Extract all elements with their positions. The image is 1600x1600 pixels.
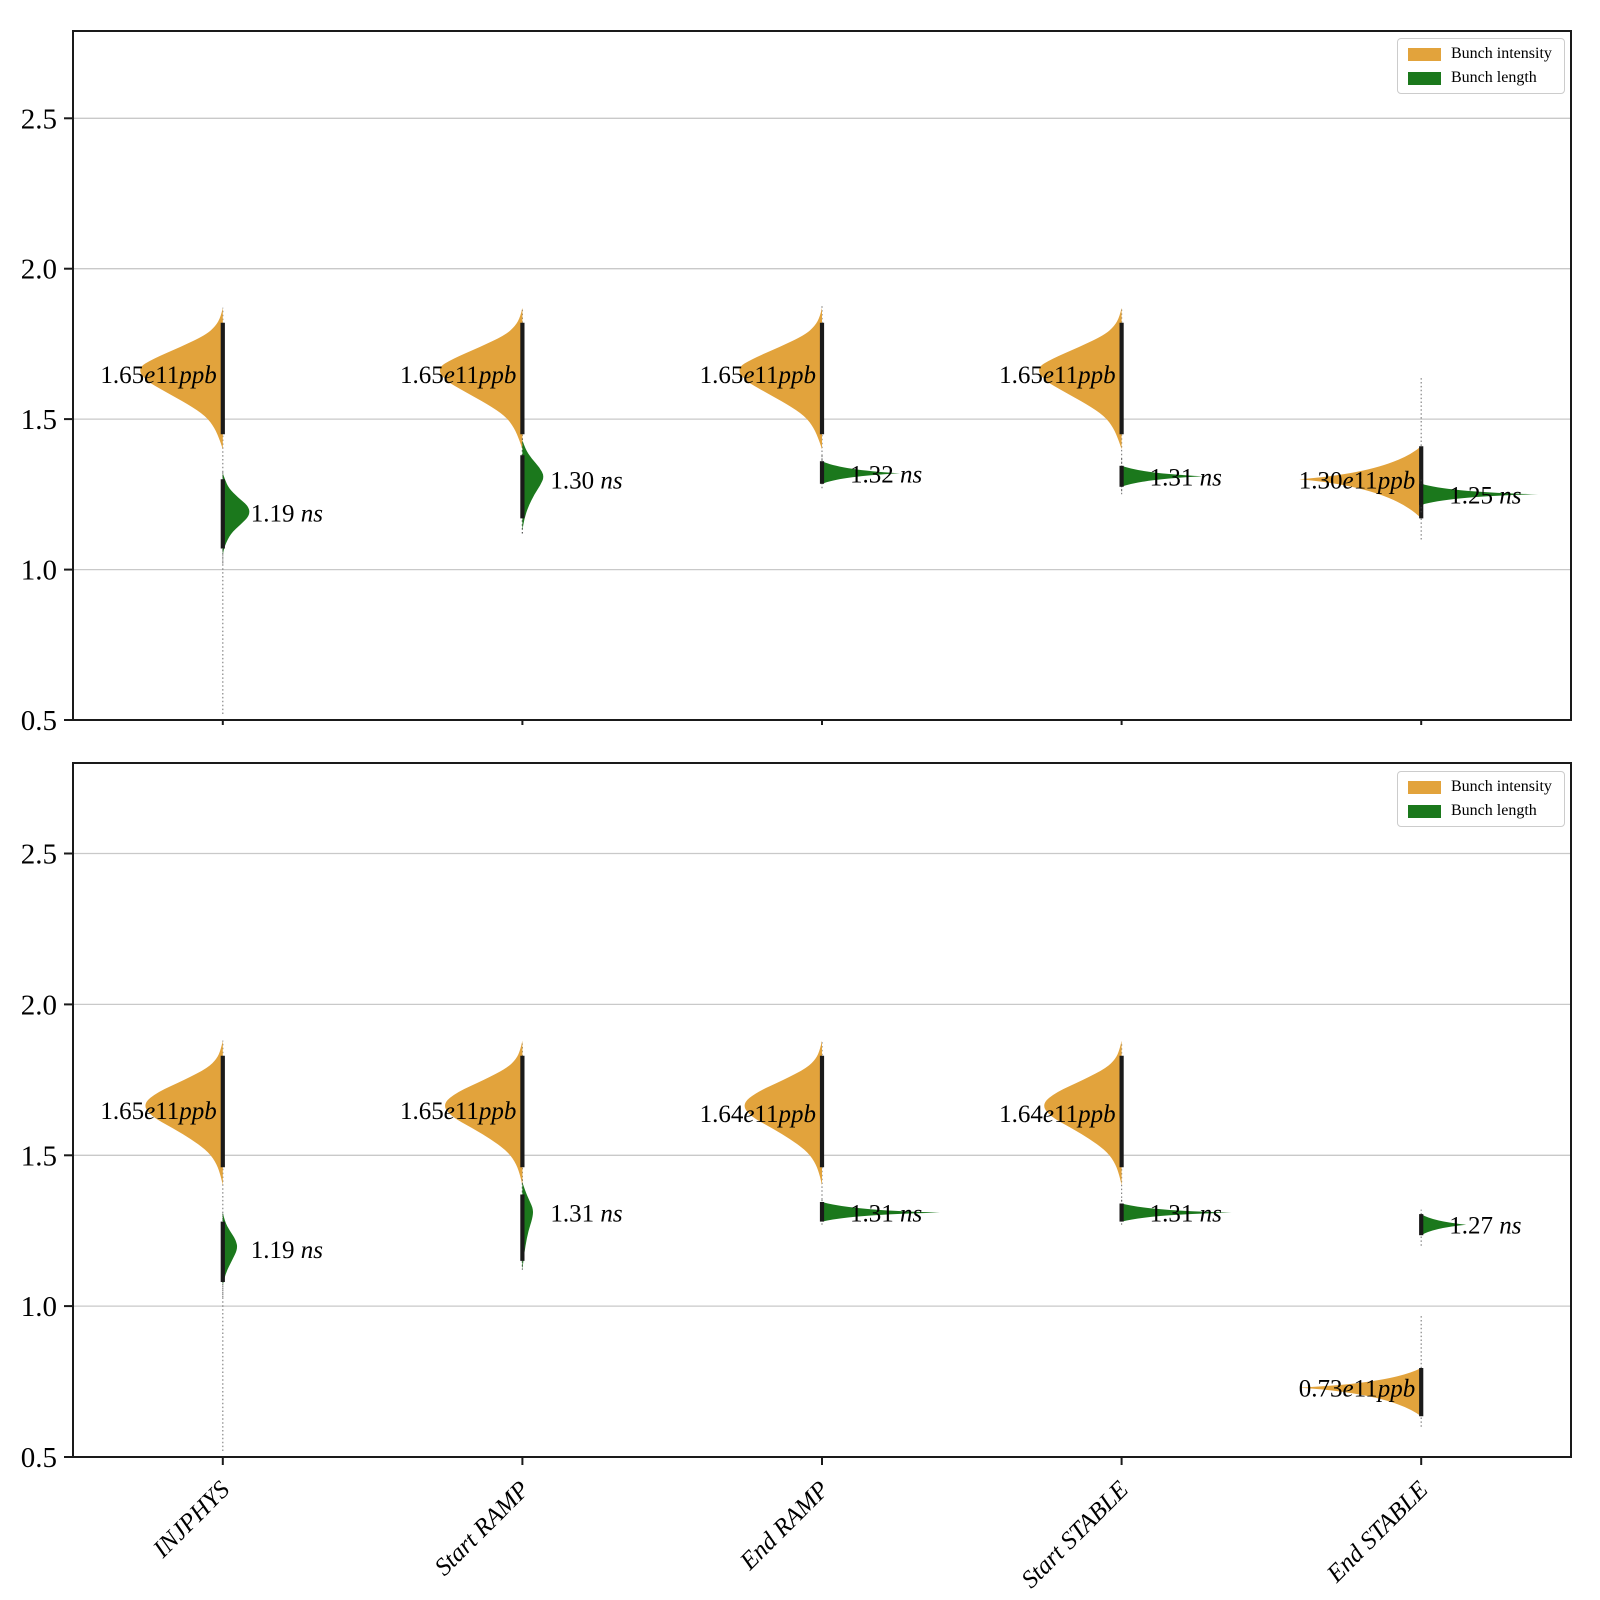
- y-tick-label: 0.5: [21, 705, 57, 737]
- violin-top-INJPHYS-intensity: [140, 307, 223, 450]
- legend-swatch-length: [1408, 804, 1441, 818]
- mean-annotation-bottom-Start-RAMP-intensity: 1.65e11ppb: [400, 1098, 516, 1125]
- violin-bottom-End-STABLE-intensity: [1299, 1368, 1422, 1417]
- legend-swatch-intensity: [1408, 780, 1441, 794]
- violin-group-bottom-Start-RAMP: 1.65e11ppb 1.31 ns: [400, 1040, 623, 1270]
- x-tick-label-End-STABLE: End STABLE: [1321, 1476, 1433, 1588]
- y-tick-label: 2.5: [21, 103, 57, 135]
- mean-annotation-bottom-End-RAMP-length: 1.31 ns: [850, 1201, 922, 1228]
- legend-swatch-intensity: [1408, 47, 1441, 61]
- legend: Bunch intensity Bunch length: [1397, 38, 1565, 94]
- x-tick-label-INJPHYS: INJPHYS: [147, 1476, 235, 1564]
- y-tick-label: 2.0: [21, 989, 57, 1021]
- mean-annotation-top-End-STABLE-length: 1.25 ns: [1449, 482, 1521, 509]
- violin-bottom-End-STABLE-length: [1421, 1214, 1467, 1236]
- violin-group-top-Start-RAMP: 1.65e11ppb 1.30 ns: [400, 307, 623, 534]
- y-tick-label: 2.0: [21, 254, 57, 286]
- violin-bottom-End-RAMP-length: [822, 1202, 940, 1222]
- violin-bottom-Start-STABLE-intensity: [1044, 1040, 1122, 1186]
- mean-annotation-top-Start-RAMP-length: 1.30 ns: [550, 467, 622, 494]
- legend-item: Bunch intensity: [1408, 778, 1554, 796]
- mean-annotation-top-End-STABLE-intensity: 1.30e11ppb: [1299, 467, 1415, 494]
- y-tick-label: 2.5: [21, 839, 57, 871]
- violin-top-Start-STABLE-length: [1121, 465, 1204, 487]
- mean-annotation-bottom-INJPHYS-intensity: 1.65e11ppb: [100, 1098, 216, 1125]
- x-tick-label-Start-STABLE: Start STABLE: [1016, 1476, 1133, 1593]
- x-tick-label-Start-RAMP: Start RAMP: [430, 1476, 535, 1581]
- y-tick-label: 1.0: [21, 555, 57, 587]
- mean-annotation-bottom-Start-STABLE-length: 1.31 ns: [1150, 1201, 1222, 1228]
- y-tick-label: 1.5: [21, 404, 57, 436]
- legend-item: Bunch length: [1408, 802, 1554, 820]
- mean-annotation-bottom-INJPHYS-length: 1.19 ns: [251, 1237, 323, 1264]
- violin-bottom-End-RAMP-intensity: [744, 1040, 822, 1186]
- violin-bottom-Start-RAMP-intensity: [445, 1040, 523, 1186]
- mean-annotation-bottom-End-STABLE-length: 1.27 ns: [1449, 1213, 1521, 1240]
- violin-group-top-INJPHYS: 1.65e11ppb 1.19 ns: [100, 307, 323, 714]
- legend-label: Bunch length: [1451, 802, 1537, 819]
- legend-label: Bunch length: [1451, 69, 1537, 86]
- violin-bottom-Start-RAMP-length: [522, 1182, 533, 1270]
- violin-top-Start-STABLE-intensity: [1038, 307, 1122, 450]
- mean-annotation-bottom-End-RAMP-intensity: 1.64e11ppb: [700, 1101, 816, 1128]
- violin-top-INJPHYS-length: [222, 473, 250, 555]
- legend-label: Bunch intensity: [1451, 45, 1552, 62]
- legend-item: Bunch intensity: [1408, 45, 1554, 63]
- violin-top-Start-RAMP-intensity: [439, 307, 523, 450]
- mean-annotation-top-Start-STABLE-length: 1.31 ns: [1150, 464, 1222, 491]
- violin-group-bottom-End-STABLE: 0.73e11ppb 1.27 ns: [1299, 1209, 1521, 1427]
- violin-top-End-STABLE-length: [1421, 483, 1539, 505]
- violin-group-top-Start-STABLE: 1.65e11ppb 1.31 ns: [999, 307, 1222, 495]
- x-tick-label-End-RAMP: End RAMP: [734, 1476, 834, 1576]
- violin-group-bottom-Start-STABLE: 1.64e11ppb 1.31 ns: [999, 1040, 1232, 1228]
- y-tick-label: 0.5: [21, 1442, 57, 1474]
- violin-group-bottom-INJPHYS: 1.65e11ppb 1.19 ns: [100, 1040, 323, 1451]
- mean-annotation-top-End-RAMP-intensity: 1.65e11ppb: [700, 362, 816, 389]
- mean-annotation-top-Start-RAMP-intensity: 1.65e11ppb: [400, 362, 516, 389]
- mean-annotation-top-End-RAMP-length: 1.32 ns: [850, 461, 922, 488]
- violin-top-End-STABLE-intensity: [1299, 446, 1422, 519]
- violin-top-End-RAMP-length: [822, 461, 900, 484]
- violin-group-top-End-STABLE: 1.30e11ppb 1.25 ns: [1299, 377, 1539, 540]
- legend-label: Bunch intensity: [1451, 778, 1552, 795]
- violin-group-bottom-End-RAMP: 1.64e11ppb 1.31 ns: [700, 1040, 940, 1228]
- y-tick-label: 1.0: [21, 1291, 57, 1323]
- mean-annotation-bottom-End-STABLE-intensity: 0.73e11ppb: [1299, 1376, 1415, 1403]
- violin-top-End-RAMP-intensity: [739, 307, 822, 450]
- mean-annotation-top-INJPHYS-intensity: 1.65e11ppb: [100, 362, 216, 389]
- violin-bottom-INJPHYS-length: [222, 1212, 238, 1285]
- violin-bottom-Start-STABLE-length: [1121, 1203, 1232, 1222]
- legend-item: Bunch length: [1408, 69, 1554, 87]
- y-tick-label: 1.5: [21, 1140, 57, 1172]
- mean-annotation-top-INJPHYS-length: 1.19 ns: [251, 500, 323, 527]
- legend: Bunch intensity Bunch length: [1397, 771, 1565, 827]
- violin-bottom-INJPHYS-intensity: [145, 1040, 223, 1186]
- mean-annotation-bottom-Start-RAMP-length: 1.31 ns: [550, 1201, 622, 1228]
- mean-annotation-top-Start-STABLE-intensity: 1.65e11ppb: [999, 362, 1115, 389]
- violin-top-Start-RAMP-length: [522, 440, 544, 531]
- mean-annotation-bottom-Start-STABLE-intensity: 1.64e11ppb: [999, 1101, 1115, 1128]
- violin-group-top-End-RAMP: 1.65e11ppb 1.32 ns: [700, 304, 922, 489]
- legend-swatch-length: [1408, 71, 1441, 85]
